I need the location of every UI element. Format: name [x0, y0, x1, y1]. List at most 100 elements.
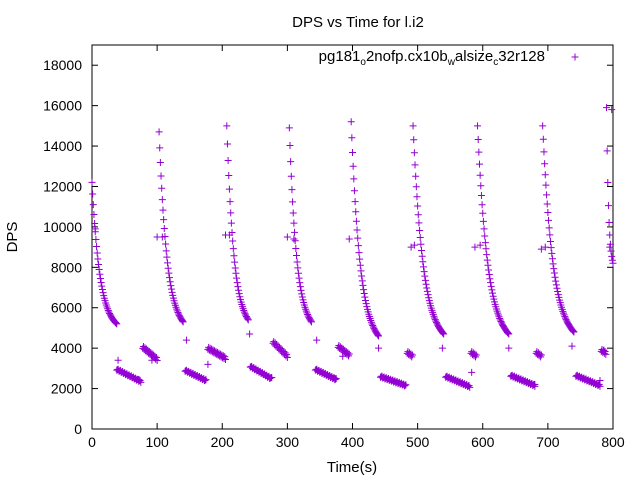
data-point	[480, 225, 488, 233]
data-point	[545, 216, 553, 224]
data-point	[539, 135, 547, 143]
data-point	[290, 235, 298, 243]
data-point	[541, 171, 549, 179]
data-point	[603, 147, 611, 155]
data-point	[93, 249, 101, 257]
data-point	[495, 313, 503, 321]
data-point	[424, 291, 432, 299]
data-point	[554, 288, 562, 296]
data-point	[477, 192, 485, 200]
data-point	[227, 209, 235, 217]
data-point	[543, 200, 551, 208]
data-point	[545, 224, 553, 232]
data-point	[289, 209, 297, 217]
y-tick-label: 10000	[43, 219, 82, 235]
data-point	[438, 328, 446, 336]
data-point	[485, 266, 493, 274]
data-point	[246, 330, 254, 338]
data-point	[412, 172, 420, 180]
data-point	[489, 292, 497, 300]
data-point	[360, 286, 368, 294]
data-point	[165, 274, 173, 282]
data-point	[224, 157, 232, 165]
data-point	[606, 231, 614, 239]
data-point	[609, 259, 617, 267]
data-point	[608, 252, 616, 260]
data-point	[541, 243, 549, 251]
data-point	[313, 336, 321, 344]
data-point	[596, 376, 604, 384]
data-point	[485, 270, 493, 278]
data-point	[430, 312, 438, 320]
data-point	[536, 350, 544, 358]
data-point	[167, 282, 175, 290]
data-point	[234, 283, 242, 291]
data-point	[421, 272, 429, 280]
data-point	[98, 286, 106, 294]
data-point	[158, 184, 166, 192]
legend-text-part: w	[447, 57, 456, 68]
data-point	[422, 280, 430, 288]
data-point	[298, 290, 306, 298]
data-point	[230, 252, 238, 260]
data-point	[549, 260, 557, 268]
data-point	[159, 206, 167, 214]
data-point	[560, 309, 568, 317]
data-point	[409, 122, 417, 130]
data-point	[307, 318, 315, 326]
data-point	[496, 314, 504, 322]
data-point	[569, 326, 577, 334]
y-axis-label: DPS	[4, 222, 21, 253]
data-point	[293, 258, 301, 266]
data-point	[290, 219, 298, 227]
data-point	[468, 368, 476, 376]
data-point	[354, 234, 362, 242]
data-point	[568, 342, 576, 350]
data-point	[345, 235, 353, 243]
data-point	[348, 134, 356, 142]
data-point	[304, 310, 312, 318]
data-point	[152, 353, 160, 361]
data-point	[354, 242, 362, 250]
data-point	[281, 349, 289, 357]
data-point	[225, 231, 233, 239]
data-point	[475, 148, 483, 156]
legend-text-part: 32r128	[498, 48, 545, 65]
data-point	[606, 240, 614, 248]
data-point	[282, 352, 290, 360]
data-point	[505, 330, 513, 338]
data-point	[547, 244, 555, 252]
data-point	[232, 269, 240, 277]
data-point	[537, 351, 545, 359]
data-point	[600, 346, 608, 354]
y-tick-label: 12000	[43, 178, 82, 194]
data-point	[472, 351, 480, 359]
data-point	[355, 249, 363, 257]
data-point	[103, 303, 111, 311]
data-point	[423, 284, 431, 292]
data-point	[484, 261, 492, 269]
data-point	[419, 263, 427, 271]
y-tick-label: 4000	[51, 340, 82, 356]
data-point	[359, 281, 367, 289]
data-point	[291, 228, 299, 236]
data-point	[162, 247, 170, 255]
data-point	[601, 347, 609, 355]
data-point	[349, 162, 357, 170]
data-point	[505, 344, 513, 352]
data-point	[569, 327, 577, 335]
data-point	[297, 286, 305, 294]
data-point	[369, 322, 377, 330]
data-point	[410, 241, 418, 249]
data-point	[367, 316, 375, 324]
data-point	[418, 252, 426, 260]
y-tick-label: 8000	[51, 259, 82, 275]
data-point	[291, 237, 299, 245]
data-point	[400, 382, 408, 390]
data-point	[92, 235, 100, 243]
data-point	[596, 382, 604, 390]
data-point	[292, 245, 300, 253]
data-point	[503, 328, 511, 336]
data-point	[471, 350, 479, 358]
data-point	[97, 279, 105, 287]
